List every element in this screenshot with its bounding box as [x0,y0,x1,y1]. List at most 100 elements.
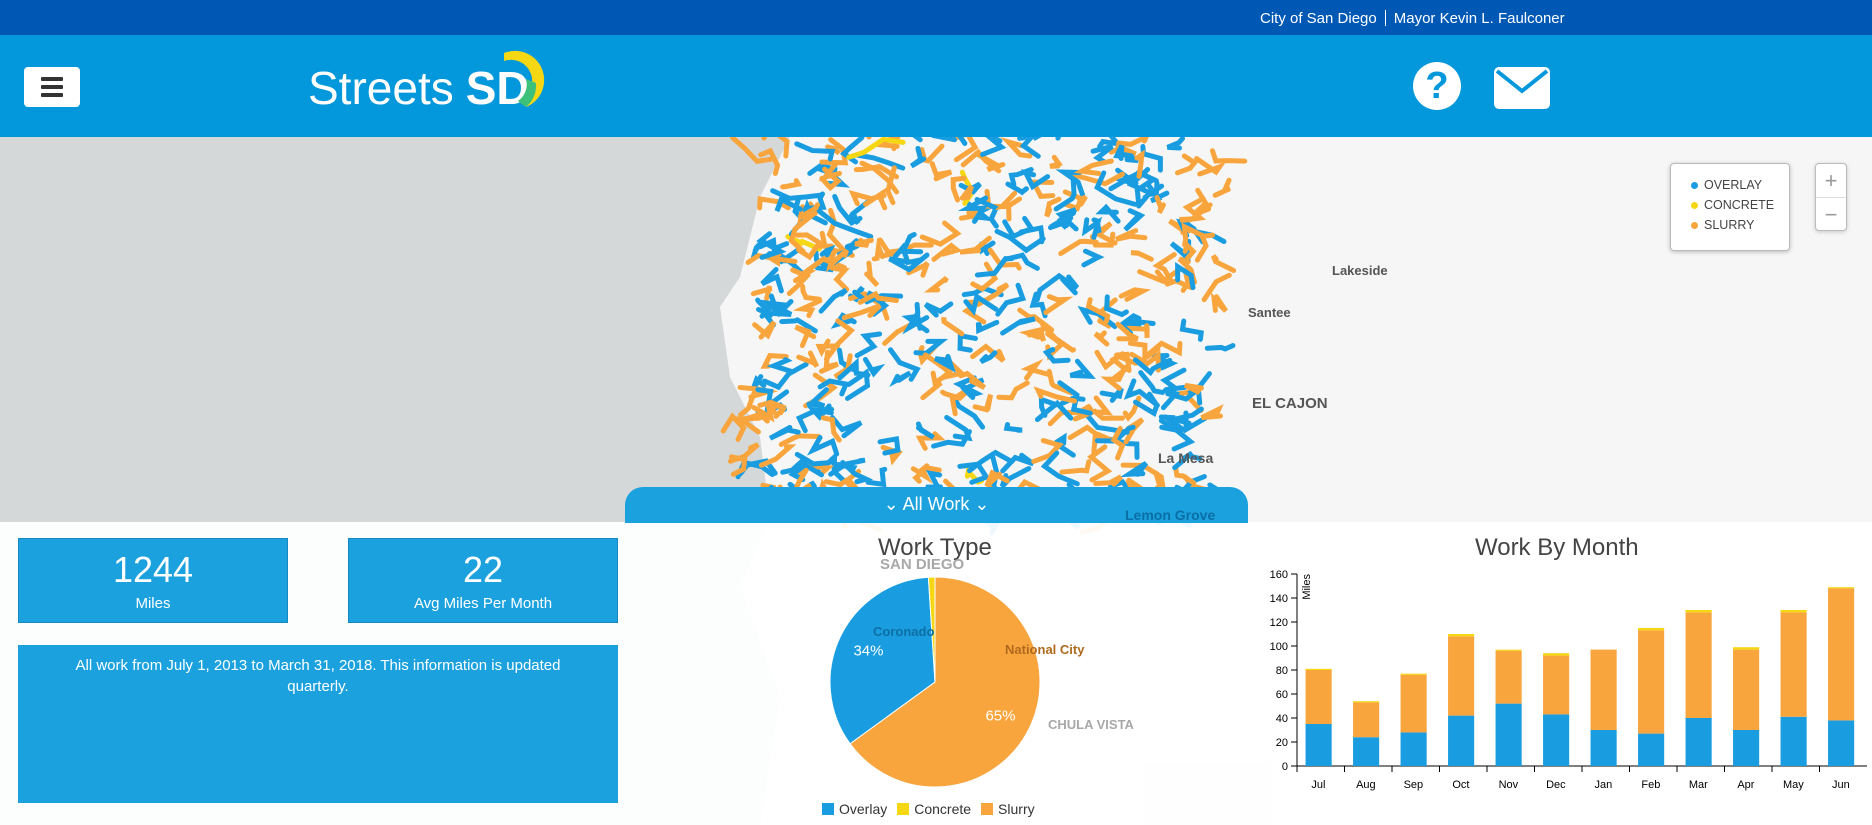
street-segment [1099,386,1124,403]
street-segment [750,285,773,301]
street-segment [950,175,967,203]
x-tick-label: Mar [1689,779,1708,791]
logo-text: Streets [308,62,454,114]
street-segment [1210,292,1228,313]
zoom-in-button[interactable]: + [1824,168,1838,193]
logo-mark: SD [466,50,544,115]
street-segment [1094,170,1138,207]
street-segment [877,436,901,456]
bar-chart: 0 20 40 60 80 100 120 140 160 Miles Jul Aug Sep Oct No… [1270,569,1867,791]
street-segment [806,435,840,457]
street-segment [797,202,821,221]
street-segment [957,195,989,224]
street-segment [1060,274,1080,296]
street-segment [760,267,784,294]
street-segment [761,361,809,391]
street-segment [995,282,1027,317]
map-label-lemon-grove: Lemon Grove [1125,507,1216,523]
street-segment [758,147,781,177]
street-segment [833,353,853,379]
street-segment [792,298,823,319]
x-tick-label: Jan [1595,779,1613,791]
street-segment [1159,367,1187,393]
map-label-la-mesa: La Mesa [1158,450,1214,466]
street-segment [1158,418,1196,452]
help-icon[interactable]: ? [1413,62,1461,110]
street-segment [755,387,790,412]
street-segment [1020,358,1051,381]
street-segment [1174,153,1199,176]
street-segment [1172,450,1203,471]
street-segment [949,388,967,417]
street-segment [1046,368,1074,396]
street-segment [1004,252,1040,271]
bar-concrete-dec [1543,653,1570,656]
street-segment [980,137,1007,157]
street-segment [1194,232,1216,263]
street-segment [750,374,767,392]
street-segment [930,137,968,146]
street-segment [892,242,924,266]
map-legend: OVERLAY CONCRETE SLURRY [1670,163,1790,251]
street-segment [829,415,863,439]
mayor-link[interactable]: Mayor Kevin L. Faulconer [1393,10,1565,27]
y-tick-label: 120 [1270,617,1288,629]
miles-value: 1244 [112,549,194,590]
street-segment [996,380,1030,401]
street-segment [1123,417,1145,445]
bar-concrete-sep [1400,673,1427,675]
street-segment [848,199,870,226]
street-segment [984,469,1010,488]
street-segment [899,231,924,255]
pie-label: 65% [985,707,1015,724]
street-segment [1069,358,1096,379]
street-segment [1055,169,1086,198]
street-segment [1134,149,1145,179]
street-segment [1043,294,1074,315]
x-tick-label: Aug [1356,779,1376,791]
street-segment [1018,326,1045,340]
street-segment [863,186,888,211]
street-segment [778,433,822,447]
x-tick-label: Jul [1311,779,1325,791]
street-segment [1093,474,1123,487]
pie-legend: Overlay Concrete Slurry [822,801,1035,817]
street-segment [1008,167,1034,187]
bar-overlay-jul [1305,724,1332,766]
mail-icon[interactable] [1494,67,1550,109]
street-segment [994,228,1046,254]
street-segment [806,403,834,421]
zoom-out-button[interactable]: − [1816,197,1846,230]
street-segment [1021,168,1051,191]
menu-button[interactable] [24,67,80,107]
city-link[interactable]: City of San Diego [1260,10,1377,27]
work-filter-toggle[interactable]: ⌄ All Work ⌄ [625,487,1248,523]
street-segment [729,137,774,165]
street-segment [1116,137,1149,147]
street-segment [823,318,856,362]
street-segment [829,265,850,292]
bar-slurry-nov [1495,650,1522,704]
street-segment [794,230,829,252]
street-segment [987,247,1022,271]
street-segment [1000,452,1035,474]
street-segment [720,412,747,442]
bar-concrete-nov [1495,649,1522,651]
divider [1384,10,1386,26]
street-segment [1118,287,1152,302]
street-segment [1130,250,1154,262]
bar-slurry-sep [1400,674,1427,733]
bar-title: Work By Month [1475,534,1639,561]
street-segment [959,184,974,201]
street-segment [1034,399,1074,423]
logo[interactable]: Streets SD [308,50,544,115]
y-tick-label: 40 [1276,713,1288,725]
street-segment [823,477,855,492]
street-segment [738,390,757,418]
street-segment [857,290,899,305]
sun-icon [503,50,544,107]
legend-item-overlay: OVERLAY [1691,175,1789,195]
bar-concrete-oct [1448,634,1475,637]
street-segment [854,331,883,359]
street-segment [828,457,866,477]
